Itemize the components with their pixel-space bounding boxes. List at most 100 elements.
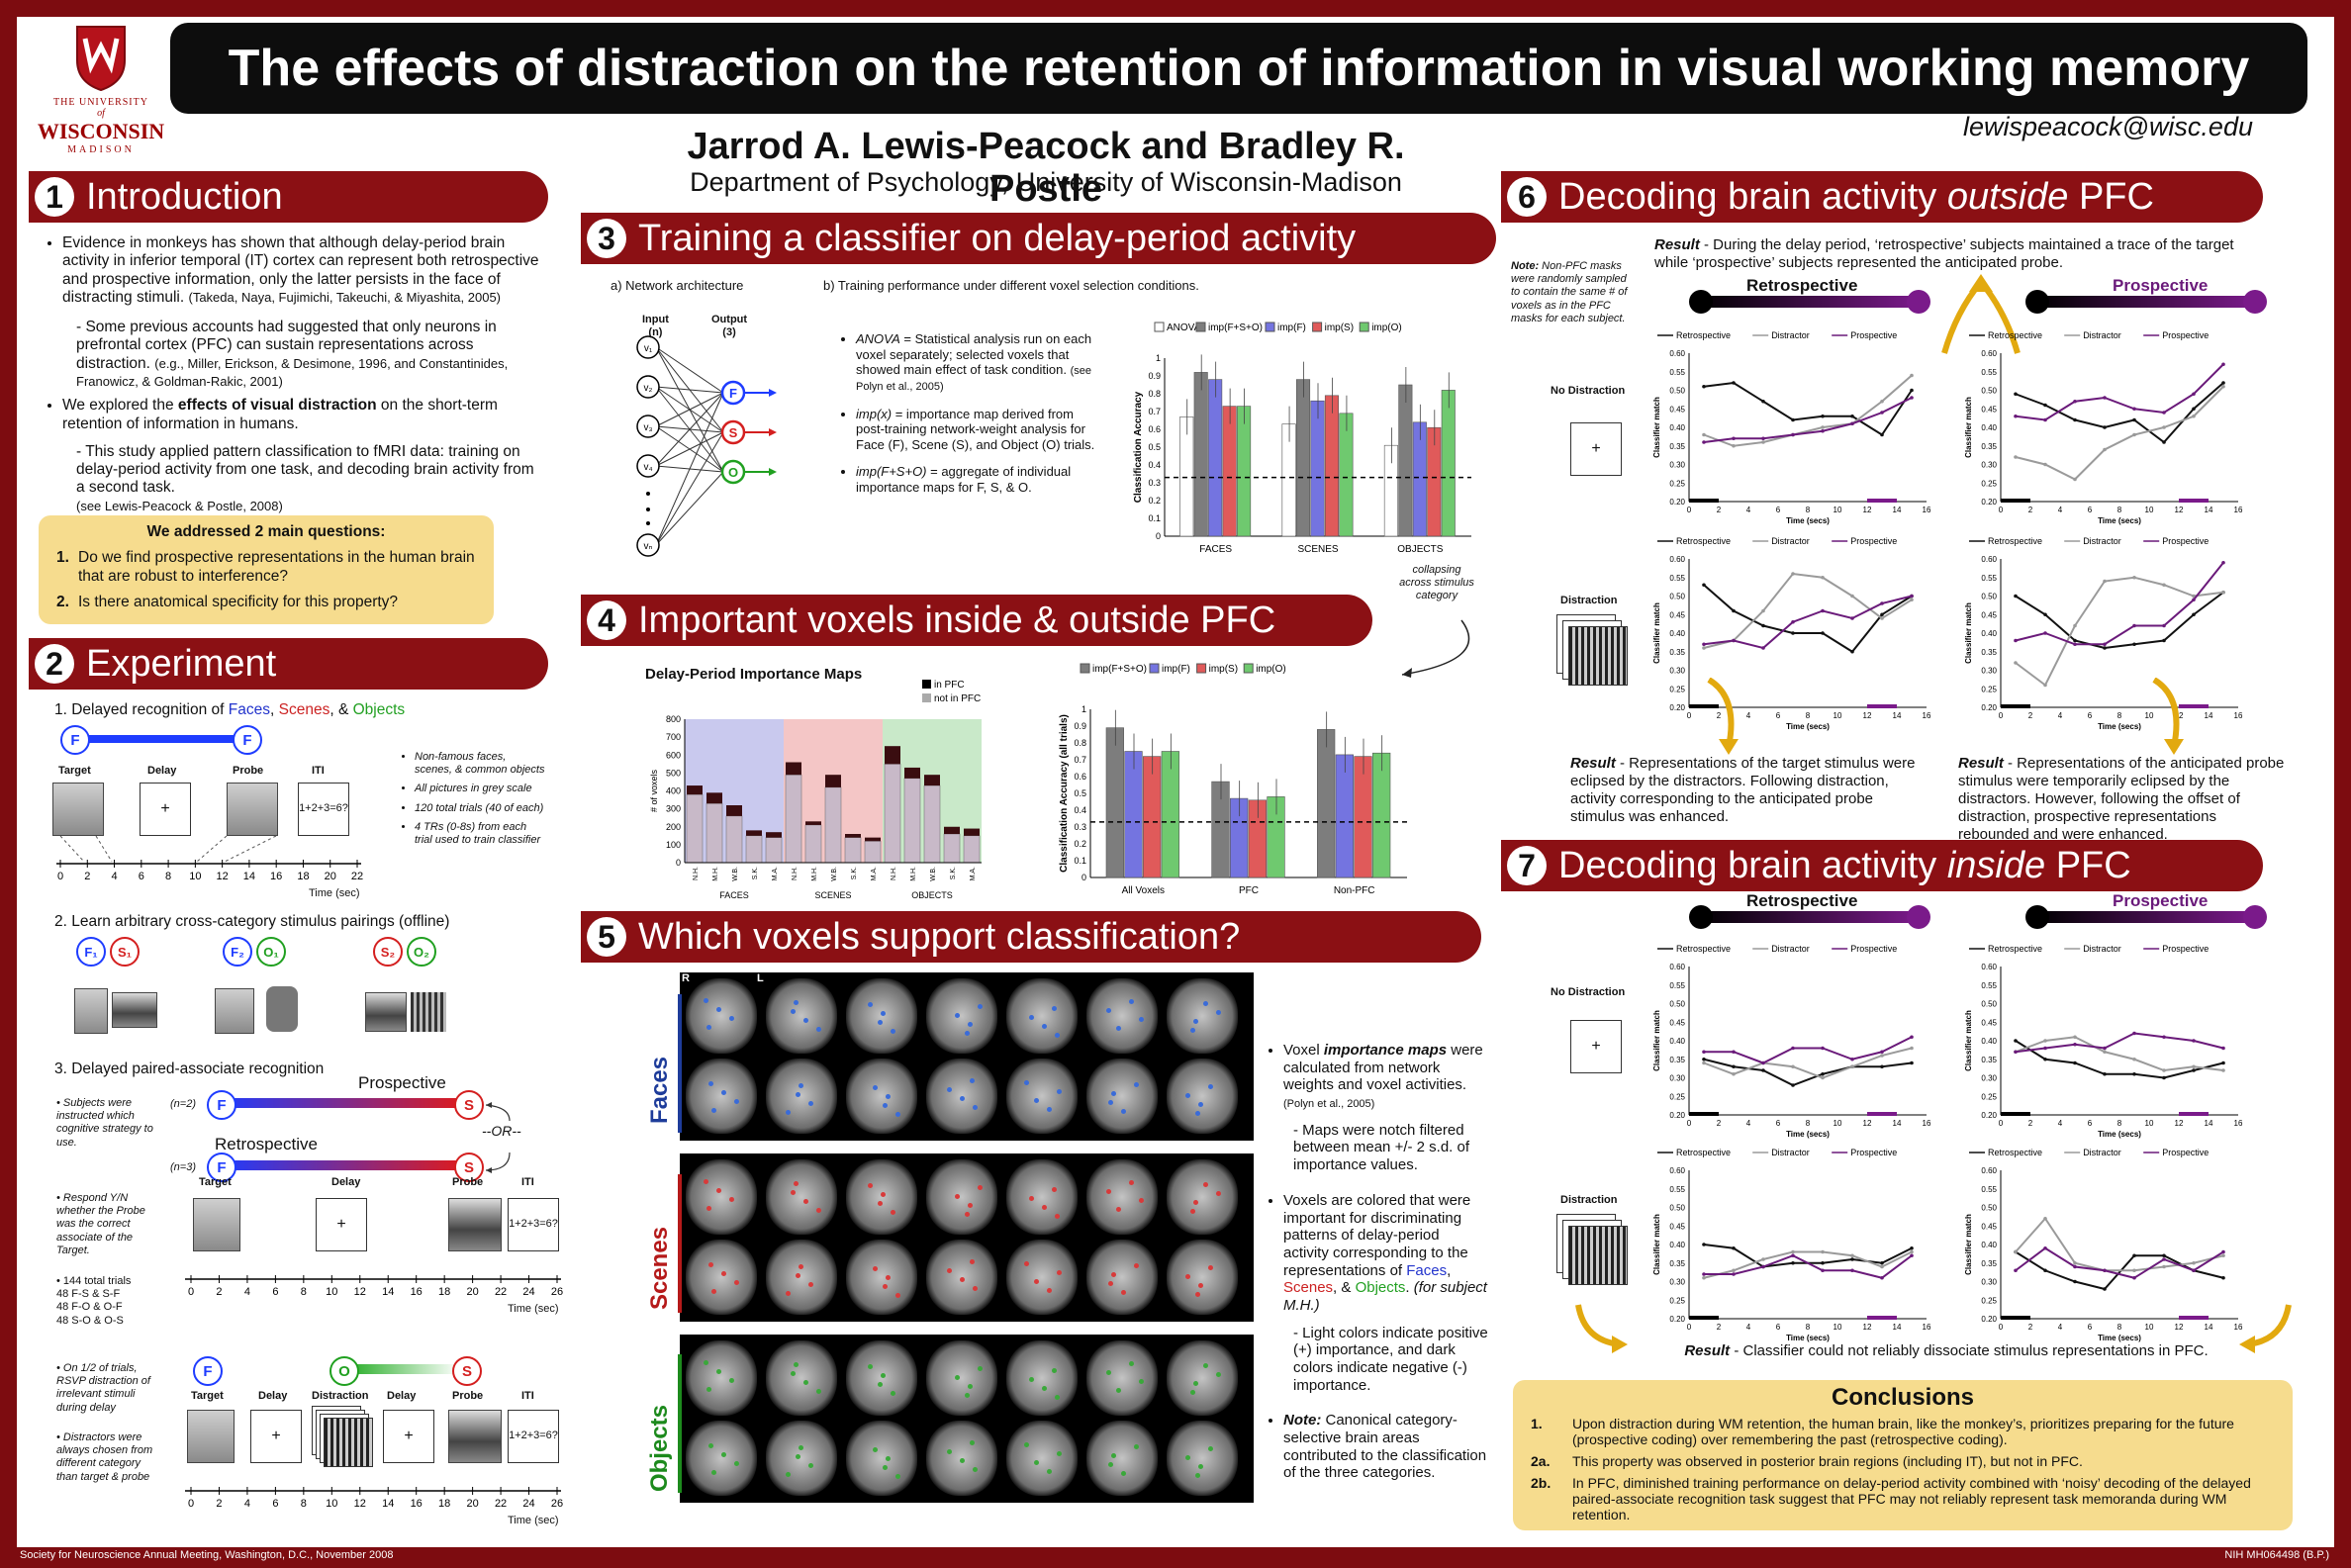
- subject-label: S.K.: [950, 867, 957, 879]
- bar: [1335, 754, 1354, 878]
- data-point: [1761, 608, 1765, 613]
- tick-label: 24: [522, 1286, 534, 1298]
- n2-label: (n=2): [170, 1098, 196, 1110]
- delay-box-3: +: [316, 1198, 367, 1251]
- input-node-label: v₁: [644, 343, 653, 354]
- activation-dot: [970, 1078, 975, 1083]
- data-point: [2014, 1050, 2018, 1055]
- data-point: [1850, 414, 1854, 418]
- tick-label: 10: [326, 1498, 337, 1510]
- x-tick-label: 6: [2088, 711, 2093, 720]
- brain-block: [680, 1153, 1254, 1322]
- activation-dot: [1024, 1261, 1029, 1266]
- activation-dot: [1185, 1455, 1190, 1460]
- activation-dot: [734, 1280, 739, 1285]
- data-point: [2103, 1071, 2107, 1076]
- legend-label: Prospective: [1850, 536, 1897, 546]
- notes3a: • Subjects were instructed which cogniti…: [56, 1097, 153, 1149]
- data-point: [1821, 1249, 1825, 1254]
- activation-dot: [803, 1018, 808, 1023]
- data-point: [1732, 381, 1736, 385]
- x-tick-label: 4: [2058, 506, 2063, 514]
- y-tick-label: 0.60: [1669, 555, 1685, 564]
- y-tick-label: 600: [666, 750, 681, 760]
- prosp-end-dot-6: [2243, 290, 2267, 314]
- activation-dot: [978, 1185, 983, 1190]
- intro-bullet2: We explored the effects of visual distra…: [62, 397, 539, 515]
- data-point: [1732, 436, 1736, 441]
- legend-label: Prospective: [2162, 330, 2209, 340]
- y-tick-label: 0.4: [1148, 460, 1161, 470]
- data-point: [2162, 1035, 2166, 1040]
- tick-label: 8: [301, 1498, 307, 1510]
- legend-label: Retrospective: [1676, 1148, 1731, 1157]
- no-distraction-label-6: No Distraction: [1551, 385, 1626, 397]
- data-point: [2014, 1249, 2018, 1254]
- x-tick-label: 12: [2175, 506, 2184, 514]
- data-point: [2073, 1264, 2077, 1269]
- x-tick-label: 2: [2028, 1323, 2033, 1332]
- tick-label: 14: [382, 1498, 394, 1510]
- data-point: [2192, 407, 2196, 412]
- data-point: [2103, 1287, 2107, 1291]
- y-tick-label: 500: [666, 768, 681, 778]
- brain-slice: [766, 1340, 837, 1416]
- data-point: [2132, 407, 2136, 412]
- x-axis-label: Time (secs): [2098, 1130, 2141, 1139]
- retro-end-dot-6: [1907, 290, 1930, 314]
- activation-dot: [794, 1000, 799, 1005]
- x-tick-label: 8: [2117, 506, 2122, 514]
- y-tick-label: 0.35: [1981, 1259, 1997, 1268]
- x-tick-label: 10: [1834, 1323, 1842, 1332]
- brain-slice: [766, 1159, 837, 1235]
- data-point: [2073, 638, 2077, 643]
- y-axis-label: Classifier match: [1964, 1010, 1973, 1071]
- activation-dot: [706, 1025, 711, 1030]
- question-1: 1. Do we find prospective representations…: [56, 549, 475, 585]
- y-tick-label: 0.5: [1148, 442, 1161, 452]
- tick-label: 12: [217, 871, 229, 882]
- bar: [1310, 400, 1325, 537]
- dist-o-node: O: [329, 1356, 359, 1386]
- legend-label: Distractor: [1771, 330, 1810, 340]
- x-tick-label: 16: [1923, 711, 1931, 720]
- s6-note: Note: Non-PFC masks were randomly sample…: [1511, 260, 1628, 324]
- series-line: [1703, 1250, 1913, 1279]
- activation-dot: [891, 1391, 895, 1396]
- data-point: [2043, 1039, 2047, 1043]
- data-point: [1732, 443, 1736, 448]
- data-point: [2103, 642, 2107, 647]
- rsvp-stack: [312, 1406, 373, 1467]
- x-tick-label: 2: [2028, 506, 2033, 514]
- data-point: [1821, 1075, 1825, 1080]
- network-edge: [655, 471, 724, 546]
- output-node: [720, 459, 746, 485]
- subject-label: N.H.: [792, 867, 799, 880]
- brain-slice: [1167, 1421, 1238, 1496]
- conclusions-list: 1. Upon distraction during WM retention, …: [1531, 1416, 2277, 1523]
- y-tick-label: 0.50: [1981, 1000, 1997, 1009]
- y-tick-label: 0.20: [1669, 1111, 1685, 1120]
- activation-dot: [965, 1212, 970, 1217]
- data-point: [2073, 1260, 2077, 1265]
- data-point: [2132, 1031, 2136, 1036]
- retro-f-node: F: [207, 1153, 236, 1182]
- label-probe-3: Probe: [452, 1176, 484, 1188]
- series-line: [1703, 572, 1913, 649]
- data-point: [1880, 616, 1884, 620]
- activation-dot: [1198, 1102, 1203, 1107]
- tick-label: 10: [189, 871, 201, 882]
- bar: [1179, 416, 1194, 537]
- y-tick-label: 0.35: [1669, 648, 1685, 657]
- poster: THE UNIVERSITY of WISCONSIN MADISON The …: [17, 17, 2334, 1547]
- exp-part2-heading: 2. Learn arbitrary cross-category stimul…: [54, 913, 450, 930]
- y-tick-label: 0.2: [1074, 839, 1086, 849]
- y-tick-label: 0.25: [1669, 479, 1685, 488]
- x-tick-label: 16: [2234, 506, 2243, 514]
- activation-dot: [1134, 1082, 1139, 1087]
- activation-dot: [1121, 1109, 1126, 1114]
- legend-swatch: [1080, 663, 1090, 674]
- tick-label: 22: [495, 1498, 507, 1510]
- activation-dot: [1208, 1084, 1213, 1089]
- label-target-3: Target: [199, 1176, 232, 1188]
